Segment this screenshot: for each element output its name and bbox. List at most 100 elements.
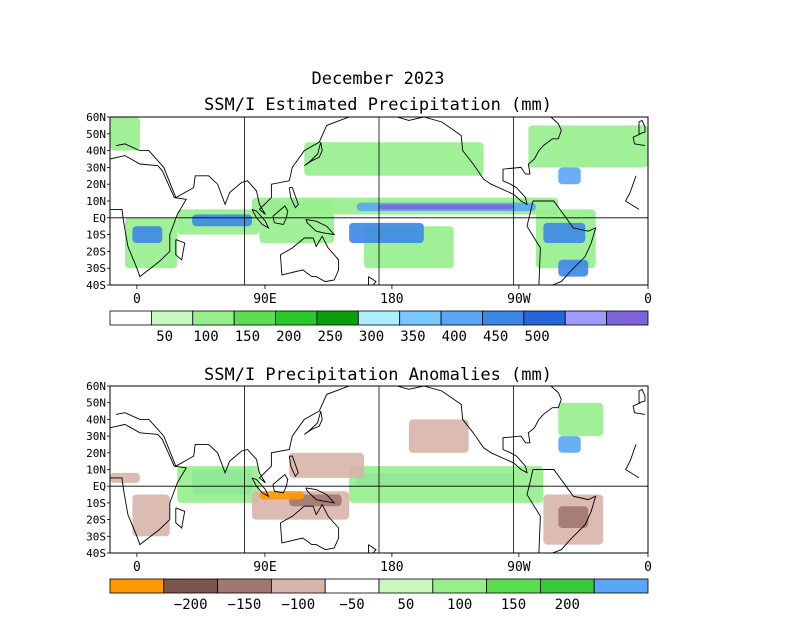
colorbar-swatch — [109, 310, 152, 326]
lat-label: 20S — [86, 514, 106, 527]
field-region — [558, 402, 604, 437]
lat-label: 40N — [86, 145, 106, 158]
coastline-africa — [110, 155, 640, 278]
colorbar-swatch — [523, 310, 566, 326]
coastline-eurasia — [110, 386, 646, 484]
colorbar-swatch — [316, 310, 359, 326]
lat-label: 60N — [86, 111, 106, 124]
lat-label: 10N — [86, 195, 106, 208]
lon-label: 90W — [507, 292, 531, 307]
field-region — [110, 472, 140, 483]
panel-title-anomaly: SSM/I Precipitation Anomalies (mm) — [204, 365, 552, 385]
lat-label: 20N — [86, 178, 106, 191]
panel-title-estimated: SSM/I Estimated Precipitation (mm) — [204, 95, 552, 115]
colorbar-label: 50 — [156, 329, 173, 345]
colorbar-swatch — [192, 310, 235, 326]
field-region — [408, 419, 469, 453]
coastline-newzealand — [367, 276, 377, 285]
colorbar-label: 100 — [447, 597, 472, 613]
lat-label: 30S — [86, 262, 106, 275]
lat-label: 10S — [86, 497, 106, 510]
lon-label: 0 — [133, 560, 141, 575]
lat-label: 60N — [86, 380, 106, 393]
lat-label: EQ — [93, 480, 106, 493]
coastline-madagascar — [175, 239, 186, 261]
coastline-uk — [638, 119, 646, 135]
colorbar-swatch — [486, 578, 541, 594]
colorbar-label: 500 — [524, 329, 549, 345]
colorbar-label: −50 — [339, 597, 364, 613]
colorbar-swatch — [378, 578, 434, 594]
lon-label: 0 — [133, 292, 141, 307]
colorbar-label: 150 — [235, 329, 260, 345]
colorbar-label: −100 — [281, 597, 315, 613]
colorbar-swatch — [275, 310, 318, 326]
field-region — [132, 226, 163, 243]
lon-label: 90E — [253, 292, 276, 307]
coastline-japan — [304, 410, 323, 435]
colorbar-swatch — [270, 578, 326, 594]
colorbar-swatch — [540, 578, 595, 594]
coastline-southamerica — [526, 469, 597, 553]
lat-label: 50N — [86, 128, 106, 141]
colorbar-label: −150 — [228, 597, 262, 613]
lon-label: 180 — [380, 560, 403, 575]
colorbar-swatch — [606, 310, 649, 326]
lat-label: 50N — [86, 397, 106, 410]
coastline-newguinea — [305, 219, 336, 236]
colorbar-swatch — [150, 310, 194, 326]
colorbar-label: 150 — [501, 597, 526, 613]
coastline-borneo — [272, 205, 289, 226]
coastline-japan — [304, 142, 323, 167]
lon-label: 0 — [644, 560, 652, 575]
coastline-africa — [110, 423, 640, 546]
map-panel-estimated: 60N 50N 40N 30N 20N 10N EQ 10S 20S 30S 40S 0 90E 180 9… — [86, 111, 652, 307]
lat-label: 10S — [86, 229, 106, 242]
lat-label: 30N — [86, 161, 106, 174]
lat-label: 40S — [86, 547, 106, 560]
map-panel-anomaly: 60N 50N 40N 30N 20N 10N EQ 10S 20S 30S 40S 0 90E 180 9… — [86, 380, 652, 575]
colorbar-label: 450 — [483, 329, 508, 345]
coastline-uk — [638, 388, 646, 404]
colorbar-swatch — [432, 578, 487, 594]
coastline-northamerica — [396, 386, 562, 474]
colorbar-estimated: 50 100 150 200 250 300 350 400 450 500 — [109, 310, 649, 345]
field-region — [289, 452, 365, 478]
coastline-borneo — [272, 473, 289, 494]
colorbar-label: 250 — [318, 329, 343, 345]
colorbar-swatch — [217, 578, 272, 594]
colorbar-swatch — [399, 310, 442, 326]
coastline-northamerica — [396, 117, 562, 206]
lat-label: 20N — [86, 447, 106, 460]
colorbar-label: 200 — [555, 597, 580, 613]
field-region — [558, 506, 589, 528]
figure-title: December 2023 — [311, 69, 444, 89]
lon-label: 180 — [380, 292, 403, 307]
field-region — [379, 204, 514, 210]
coastline-australia — [279, 503, 340, 551]
colorbar-swatch — [593, 578, 649, 594]
colorbar-label: 200 — [276, 329, 301, 345]
coastline-eurasia — [110, 117, 646, 215]
field-region — [543, 222, 586, 243]
field-region — [558, 436, 581, 453]
field-region — [132, 494, 170, 537]
colorbar-swatch — [357, 310, 401, 326]
coastline-philippines — [288, 455, 299, 478]
lon-label: 90W — [507, 560, 531, 575]
colorbar-swatch — [324, 578, 380, 594]
colorbar-swatch — [440, 310, 483, 326]
colorbar-label: 300 — [359, 329, 384, 345]
field-region — [259, 201, 335, 243]
colorbar-label: 50 — [397, 597, 414, 613]
field-region — [558, 167, 581, 185]
lat-label: 20S — [86, 245, 106, 258]
lat-label: 40N — [86, 413, 106, 426]
colorbar-label: 400 — [442, 329, 467, 345]
colorbar-swatch — [564, 310, 608, 326]
colorbar-swatch — [109, 578, 165, 594]
field-region — [110, 117, 140, 151]
lat-label: 10N — [86, 464, 106, 477]
colorbar-label: 350 — [400, 329, 425, 345]
